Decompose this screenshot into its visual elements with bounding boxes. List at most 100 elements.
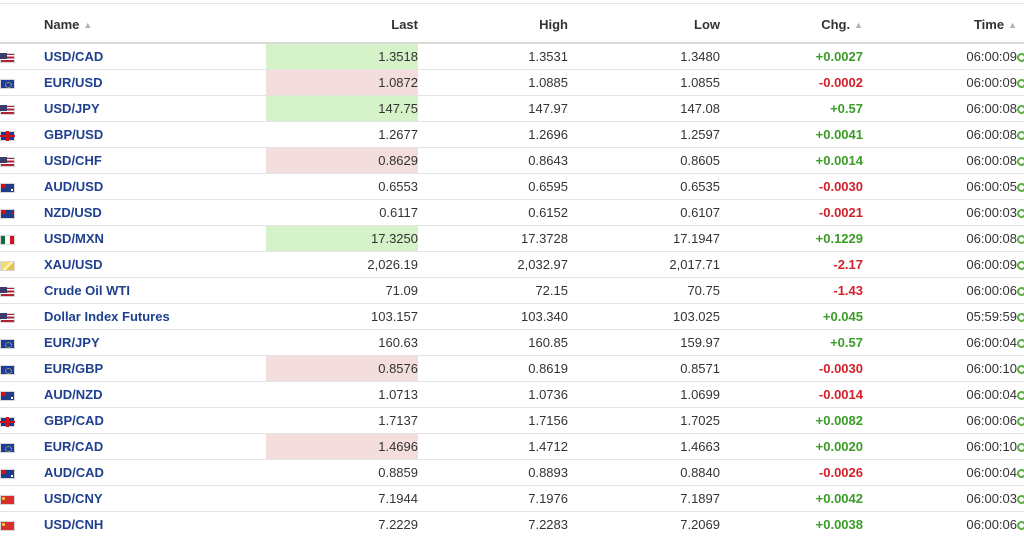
low-header-label: Low [694, 16, 720, 32]
instrument-name-link[interactable]: Crude Oil WTI [44, 277, 266, 304]
table-row: USD/CHF 0.8629 0.8643 0.8605 +0.0014 06:00:08 [0, 147, 1024, 174]
time-cell: 06:00:05 [863, 173, 1017, 200]
eu-flag-icon [0, 364, 15, 375]
table-row: EUR/USD 1.0872 1.0885 1.0855 -0.0002 06:00:09 [0, 69, 1024, 96]
instrument-name-link[interactable]: AUD/USD [44, 173, 266, 200]
time-cell: 06:00:03 [863, 199, 1017, 226]
high-cell: 2,032.97 [418, 251, 568, 278]
high-cell: 103.340 [418, 303, 568, 330]
low-cell: 0.6107 [568, 199, 720, 226]
status-cell [1017, 459, 1024, 486]
instrument-name-link[interactable]: EUR/CAD [44, 433, 266, 460]
last-cell: 0.8629 [266, 147, 418, 174]
instrument-name-link[interactable]: USD/CAD [44, 43, 266, 70]
new-zealand-flag-icon [0, 208, 15, 219]
instrument-name-link[interactable]: EUR/JPY [44, 329, 266, 356]
change-cell: +0.0027 [720, 43, 863, 70]
table-row: USD/JPY 147.75 147.97 147.08 +0.57 06:00:08 [0, 95, 1024, 122]
high-cell: 0.6152 [418, 199, 568, 226]
status-cell [1017, 199, 1024, 226]
instrument-name-link[interactable]: GBP/USD [44, 121, 266, 148]
status-cell [1017, 147, 1024, 174]
instrument-name-link[interactable]: NZD/USD [44, 199, 266, 226]
low-cell: 1.2597 [568, 121, 720, 148]
instrument-name-link[interactable]: EUR/USD [44, 69, 266, 96]
table-header: Name ▲ Last High Low Chg. ▲ Time ▲ [0, 6, 1024, 44]
last-header-label: Last [391, 16, 418, 32]
change-cell: +0.57 [720, 329, 863, 356]
low-cell: 1.0855 [568, 69, 720, 96]
status-cell [1017, 277, 1024, 304]
time-cell: 06:00:10 [863, 355, 1017, 382]
instrument-name-link[interactable]: AUD/NZD [44, 381, 266, 408]
time-header-label: Time [973, 16, 1005, 32]
name-column-header[interactable]: Name ▲ [44, 6, 266, 44]
flag-cell [0, 95, 44, 122]
status-cell [1017, 69, 1024, 96]
low-cell: 0.8840 [568, 459, 720, 486]
high-cell: 0.8619 [418, 355, 568, 382]
high-header-label: High [539, 16, 568, 32]
change-cell: -0.0002 [720, 69, 863, 96]
time-cell: 06:00:08 [863, 121, 1017, 148]
status-cell [1017, 485, 1024, 512]
high-cell: 160.85 [418, 329, 568, 356]
low-cell: 0.6535 [568, 173, 720, 200]
instrument-name-link[interactable]: XAU/USD [44, 251, 266, 278]
instrument-name-link[interactable]: USD/CHF [44, 147, 266, 174]
last-cell: 0.8576 [266, 355, 418, 382]
time-cell: 06:00:06 [863, 511, 1017, 536]
change-cell: -0.0026 [720, 459, 863, 486]
last-cell: 103.157 [266, 303, 418, 330]
eu-flag-icon [0, 338, 15, 349]
instrument-name-link[interactable]: USD/MXN [44, 225, 266, 252]
time-cell: 06:00:04 [863, 381, 1017, 408]
table-row: GBP/CAD 1.7137 1.7156 1.7025 +0.0082 06:00:06 [0, 407, 1024, 434]
header-row: Name ▲ Last High Low Chg. ▲ Time ▲ [0, 6, 1024, 44]
last-cell: 0.6117 [266, 199, 418, 226]
us-flag-icon [0, 104, 15, 115]
high-cell: 1.0736 [418, 381, 568, 408]
instrument-name-link[interactable]: AUD/CAD [44, 459, 266, 486]
status-cell [1017, 251, 1024, 278]
sort-arrows-icon[interactable]: ▲ [83, 20, 93, 31]
flag-cell [0, 173, 44, 200]
clock-status-icon [1017, 79, 1024, 89]
low-cell: 103.025 [568, 303, 720, 330]
low-cell: 70.75 [568, 277, 720, 304]
change-cell: +0.0082 [720, 407, 863, 434]
sort-arrows-icon[interactable]: ▲ [1008, 20, 1017, 31]
instrument-name-link[interactable]: EUR/GBP [44, 355, 266, 382]
clock-status-icon [1017, 235, 1024, 245]
instrument-name-link[interactable]: USD/JPY [44, 95, 266, 122]
table-row: AUD/CAD 0.8859 0.8893 0.8840 -0.0026 06:00:04 [0, 459, 1024, 486]
last-cell: 1.0713 [266, 381, 418, 408]
instrument-name-link[interactable]: USD/CNH [44, 511, 266, 536]
australia-flag-icon [0, 182, 15, 193]
change-cell: +0.0041 [720, 121, 863, 148]
last-column-header: Last [266, 6, 418, 44]
change-cell: +0.0038 [720, 511, 863, 536]
time-cell: 06:00:06 [863, 407, 1017, 434]
us-flag-icon [0, 286, 15, 297]
sort-arrows-icon[interactable]: ▲ [854, 20, 863, 31]
change-cell: -0.0021 [720, 199, 863, 226]
instrument-name-link[interactable]: USD/CNY [44, 485, 266, 512]
top-divider [0, 3, 1024, 4]
low-cell: 1.4663 [568, 433, 720, 460]
high-cell: 1.2696 [418, 121, 568, 148]
instrument-name-link[interactable]: Dollar Index Futures [44, 303, 266, 330]
time-cell: 06:00:08 [863, 225, 1017, 252]
flag-cell [0, 511, 44, 536]
instrument-name-link[interactable]: GBP/CAD [44, 407, 266, 434]
time-column-header[interactable]: Time ▲ [863, 6, 1017, 44]
high-cell: 1.4712 [418, 433, 568, 460]
change-cell: -2.17 [720, 251, 863, 278]
high-cell: 1.7156 [418, 407, 568, 434]
status-cell [1017, 433, 1024, 460]
last-cell: 0.8859 [266, 459, 418, 486]
last-cell: 7.1944 [266, 485, 418, 512]
flag-cell [0, 69, 44, 96]
chg-column-header[interactable]: Chg. ▲ [720, 6, 863, 44]
clock-status-icon [1017, 339, 1024, 349]
